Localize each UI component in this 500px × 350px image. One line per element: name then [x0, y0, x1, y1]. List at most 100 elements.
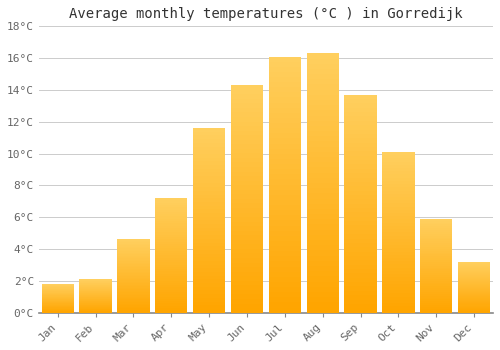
Bar: [80, 293, 112, 294]
Bar: [458, 290, 490, 291]
Bar: [269, 236, 301, 241]
Bar: [231, 258, 263, 262]
Bar: [155, 205, 188, 207]
Bar: [382, 171, 414, 174]
Bar: [420, 292, 452, 294]
Bar: [382, 184, 414, 187]
Bar: [155, 299, 188, 301]
Bar: [382, 216, 414, 219]
Bar: [306, 90, 339, 95]
Bar: [42, 287, 74, 288]
Bar: [306, 178, 339, 183]
Bar: [458, 284, 490, 285]
Bar: [42, 289, 74, 290]
Bar: [382, 229, 414, 232]
Bar: [155, 248, 188, 251]
Bar: [344, 108, 376, 112]
Bar: [80, 282, 112, 283]
Bar: [231, 299, 263, 303]
Bar: [231, 172, 263, 176]
Bar: [344, 138, 376, 143]
Bar: [193, 231, 225, 235]
Bar: [42, 292, 74, 293]
Bar: [306, 209, 339, 214]
Bar: [420, 223, 452, 224]
Bar: [420, 281, 452, 282]
Bar: [382, 274, 414, 277]
Bar: [80, 283, 112, 284]
Bar: [269, 190, 301, 195]
Bar: [344, 287, 376, 291]
Bar: [344, 173, 376, 177]
Bar: [420, 303, 452, 305]
Bar: [420, 275, 452, 277]
Bar: [231, 290, 263, 294]
Bar: [344, 260, 376, 265]
Bar: [420, 282, 452, 285]
Bar: [193, 161, 225, 165]
Bar: [118, 279, 150, 280]
Bar: [306, 100, 339, 105]
Bar: [420, 239, 452, 241]
Bar: [118, 300, 150, 301]
Bar: [80, 291, 112, 292]
Bar: [193, 205, 225, 209]
Bar: [155, 228, 188, 230]
Bar: [118, 294, 150, 295]
Bar: [458, 300, 490, 301]
Bar: [118, 264, 150, 266]
Bar: [269, 174, 301, 180]
Bar: [458, 295, 490, 296]
Bar: [231, 235, 263, 240]
Bar: [458, 262, 490, 263]
Bar: [306, 167, 339, 173]
Bar: [458, 294, 490, 295]
Bar: [420, 305, 452, 307]
Bar: [458, 274, 490, 275]
Bar: [306, 64, 339, 69]
Bar: [231, 194, 263, 199]
Bar: [420, 270, 452, 271]
Bar: [382, 187, 414, 190]
Bar: [269, 98, 301, 103]
Bar: [193, 235, 225, 239]
Bar: [269, 123, 301, 128]
Bar: [193, 183, 225, 187]
Bar: [344, 243, 376, 247]
Bar: [344, 130, 376, 134]
Bar: [80, 310, 112, 311]
Bar: [269, 246, 301, 251]
Bar: [193, 239, 225, 243]
Bar: [193, 224, 225, 228]
Bar: [420, 262, 452, 264]
Bar: [42, 298, 74, 299]
Bar: [344, 169, 376, 173]
Bar: [193, 187, 225, 191]
Bar: [344, 199, 376, 204]
Bar: [193, 261, 225, 265]
Bar: [344, 308, 376, 313]
Bar: [382, 303, 414, 306]
Bar: [306, 307, 339, 313]
Bar: [458, 306, 490, 307]
Bar: [269, 92, 301, 98]
Bar: [458, 281, 490, 282]
Bar: [306, 110, 339, 116]
Bar: [306, 136, 339, 141]
Bar: [458, 310, 490, 312]
Bar: [231, 285, 263, 290]
Bar: [382, 239, 414, 242]
Bar: [344, 99, 376, 103]
Bar: [193, 154, 225, 158]
Bar: [382, 200, 414, 203]
Bar: [118, 247, 150, 248]
Bar: [382, 203, 414, 206]
Bar: [382, 258, 414, 261]
Bar: [306, 224, 339, 230]
Bar: [155, 226, 188, 228]
Bar: [193, 254, 225, 257]
Bar: [306, 219, 339, 224]
Bar: [42, 302, 74, 303]
Bar: [344, 182, 376, 186]
Bar: [193, 257, 225, 261]
